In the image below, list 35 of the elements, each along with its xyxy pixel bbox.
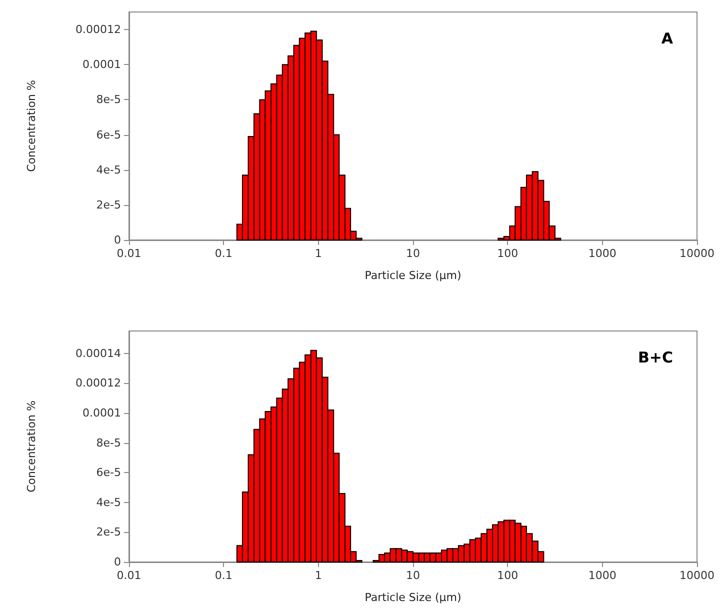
x-tick-label: 0.1	[214, 247, 232, 260]
x-tick-label: 0.1	[214, 569, 232, 582]
x-tick-label: 1000	[588, 247, 616, 260]
x-tick-label: 1	[314, 247, 322, 260]
y-tick-label: 0.00012	[76, 23, 121, 36]
x-tick-label: 10000	[680, 247, 714, 260]
y-tick-label: 4e-5	[96, 163, 121, 176]
y-tick-label: 0	[114, 234, 121, 246]
x-tick-label: 100	[497, 569, 518, 582]
y-tick-label: 0.0001	[82, 58, 121, 72]
y-tick-label: 4e-5	[96, 496, 121, 509]
y-tick-label: 0.00014	[76, 346, 121, 360]
x-tick-label: 100	[497, 247, 518, 260]
text: A	[661, 30, 674, 48]
text: B+C	[638, 348, 674, 366]
y-tick-label: 0.00012	[76, 376, 121, 390]
y-tick-label: 8e-5	[96, 436, 121, 450]
y-tick-label: 2e-5	[96, 526, 121, 539]
x-tick-label: 10000	[680, 569, 714, 582]
x-tick-label: 10	[406, 247, 420, 260]
y-tick-label: 0	[114, 556, 121, 568]
x-tick-label: 1000	[588, 569, 616, 582]
y-tick-label: 6e-5	[96, 128, 121, 142]
x-axis-title: Particle Size (µm)	[364, 269, 462, 282]
y-axis-title: Concentration %	[25, 80, 38, 172]
y-tick-label: 0.0001	[82, 406, 121, 420]
x-tick-label: 0.01	[116, 569, 142, 582]
x-axis-title: Particle Size (µm)	[364, 591, 462, 604]
y-tick-label: 2e-5	[96, 198, 121, 212]
x-tick-label: 1	[314, 569, 322, 582]
y-tick-label: 8e-5	[96, 93, 121, 106]
y-tick-label: 6e-5	[96, 466, 121, 480]
y-axis-title: Concentration %	[25, 400, 38, 492]
x-tick-label: 0.01	[116, 247, 142, 260]
x-tick-label: 10	[406, 569, 420, 582]
